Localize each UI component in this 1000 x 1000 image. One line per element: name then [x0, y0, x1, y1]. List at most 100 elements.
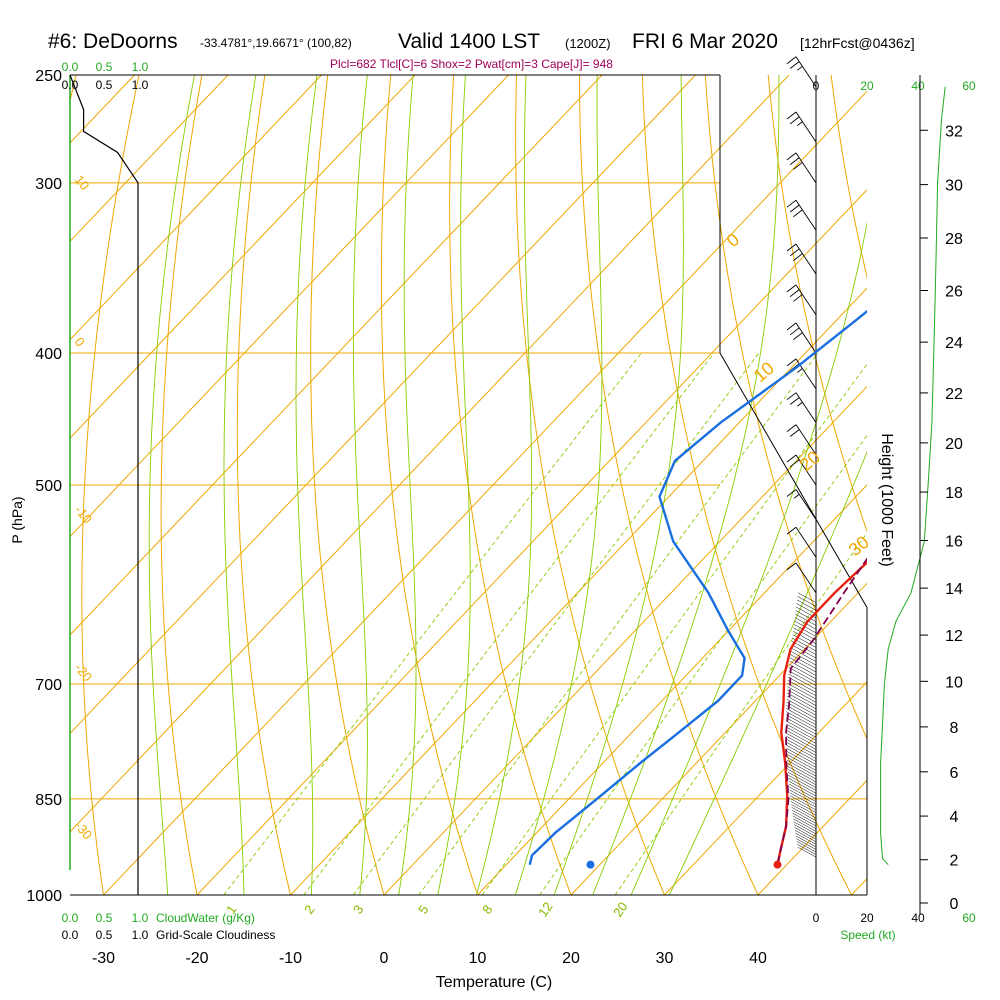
dry-adiabat-label: 10 [72, 172, 93, 193]
dry-adiabat-line [579, 75, 759, 895]
speed-scale-label: 40 [911, 911, 925, 925]
wind-barb-half-flag [797, 401, 803, 407]
wind-barb-staff [795, 527, 817, 558]
wind-barb-dense [786, 759, 817, 777]
wind-barb-staff [795, 322, 817, 354]
wind-barb-dense [796, 599, 817, 611]
moist-adiabat-line [398, 75, 417, 895]
wind-barb-flag [793, 253, 803, 261]
dry-adiabat-line [449, 75, 572, 895]
isotherm-line [70, 75, 509, 538]
mixing-ratio-line [418, 352, 819, 895]
dry-adiabat-line [641, 75, 853, 895]
wind-barb-dense [790, 651, 817, 666]
temperature-tick-label: 30 [656, 950, 674, 967]
moist-adiabat-line [223, 75, 257, 895]
forecast-run: [12hrFcst@0436z] [800, 35, 915, 51]
wind-barb-flag [786, 284, 797, 293]
temperature-tick-label: 40 [749, 950, 767, 967]
wind-barb-dense [785, 735, 817, 753]
parcel-profile-line [776, 557, 867, 865]
wind-barb-dense [794, 824, 817, 837]
cloudiness-scale-label: 0.0 [62, 78, 79, 92]
wind-barb-dense [787, 762, 817, 780]
wind-barb-dense [785, 717, 817, 735]
wind-barb [786, 526, 817, 558]
moist-adiabat-line [295, 75, 318, 895]
wind-barb-dense [790, 798, 817, 813]
wind-barb-dense [787, 686, 817, 703]
wind-barb-flag [786, 392, 797, 401]
pressure-tick-label: 250 [35, 68, 62, 85]
dry-adiabat-line [767, 75, 867, 533]
wind-barb-dense [793, 818, 817, 832]
wind-barb-dense [788, 676, 817, 693]
height-tick-label: 26 [945, 284, 963, 301]
wind-barb-flag [789, 61, 800, 69]
wind-barb-dense [785, 732, 817, 750]
wind-barb-flag [786, 562, 797, 571]
cloudiness-scale-label: 0.0 [62, 928, 79, 942]
wind-barb-flag [793, 332, 803, 340]
height-tick-label: 4 [950, 809, 959, 826]
height-tick-label: 24 [945, 335, 963, 352]
pressure-axis-label: P (hPa) [9, 496, 25, 543]
wind-barb-flag [793, 162, 803, 170]
isotherm-line [70, 75, 416, 439]
height-tick-label: 20 [945, 436, 963, 453]
mixing-ratio-label: 8 [479, 902, 495, 917]
wind-barb-flag [786, 322, 797, 331]
wind-barb-flag [789, 397, 800, 405]
mixing-ratio-label: 3 [350, 902, 366, 917]
wind-barb-dense [788, 783, 817, 800]
pressure-tick-label: 300 [35, 176, 62, 193]
temperature-tick-label: 20 [562, 950, 580, 967]
speed-scale-label: 20 [860, 911, 874, 925]
height-tick-label: 8 [950, 720, 959, 737]
wind-barb-flag [789, 327, 800, 336]
wind-barb-dense [789, 786, 817, 802]
dry-adiabat-label: 0 [72, 334, 88, 349]
wind-barb-dense [786, 692, 817, 710]
mixing-ratio-label: 20 [610, 899, 631, 919]
wind-barb-dense [793, 821, 817, 835]
wind-barb [786, 111, 817, 143]
cloudiness-profile-line [69, 74, 139, 895]
wind-barb-dense [793, 627, 817, 641]
wind-barb-dense [785, 720, 817, 738]
dry-adiabat-line [704, 75, 867, 741]
isotherm-label: 10 [750, 358, 778, 386]
wind-barb-dense [792, 812, 817, 827]
temperature-profile-line [776, 560, 867, 865]
dewpoint-profile-line [528, 309, 867, 865]
valid-time: Valid 1400 LST [398, 30, 541, 53]
cloudiness-scale-label: 1.0 [132, 78, 149, 92]
speed-scale-label: 0 [813, 79, 820, 93]
cloudwater-scale-label: 0.0 [62, 911, 79, 925]
wind-barb-dense [790, 801, 817, 816]
wind-barb-dense [787, 689, 817, 706]
height-tick-label: 16 [945, 533, 963, 550]
wind-barb-dense [787, 771, 817, 788]
wind-barb-dense [797, 596, 817, 607]
wind-barb-dense [795, 835, 817, 848]
cloudwater-scale-label: 0.0 [62, 60, 79, 74]
wind-barb-dense [786, 702, 817, 719]
wind-barb-flag [786, 358, 797, 367]
mixing-ratio-line [352, 352, 760, 895]
wind-barb-flag [789, 116, 800, 125]
wind-barb [786, 199, 817, 231]
wind-barb-flag [789, 157, 800, 165]
temperature-tick-label: -30 [92, 950, 115, 967]
wind-barb [786, 562, 817, 594]
wind-barb-dense [785, 726, 817, 744]
wind-barb-staff [795, 152, 817, 184]
wind-barb-half-flag [793, 493, 800, 499]
wind-barb-dense [797, 592, 817, 603]
wind-barb-dense [786, 711, 817, 729]
isotherm-line [70, 75, 229, 243]
isotherm-label: 0 [723, 229, 744, 251]
cloudwater-scale-label: 1.0 [132, 60, 149, 74]
cloudiness-scale-label: 0.5 [96, 78, 113, 92]
wind-barb-dense [789, 789, 817, 805]
